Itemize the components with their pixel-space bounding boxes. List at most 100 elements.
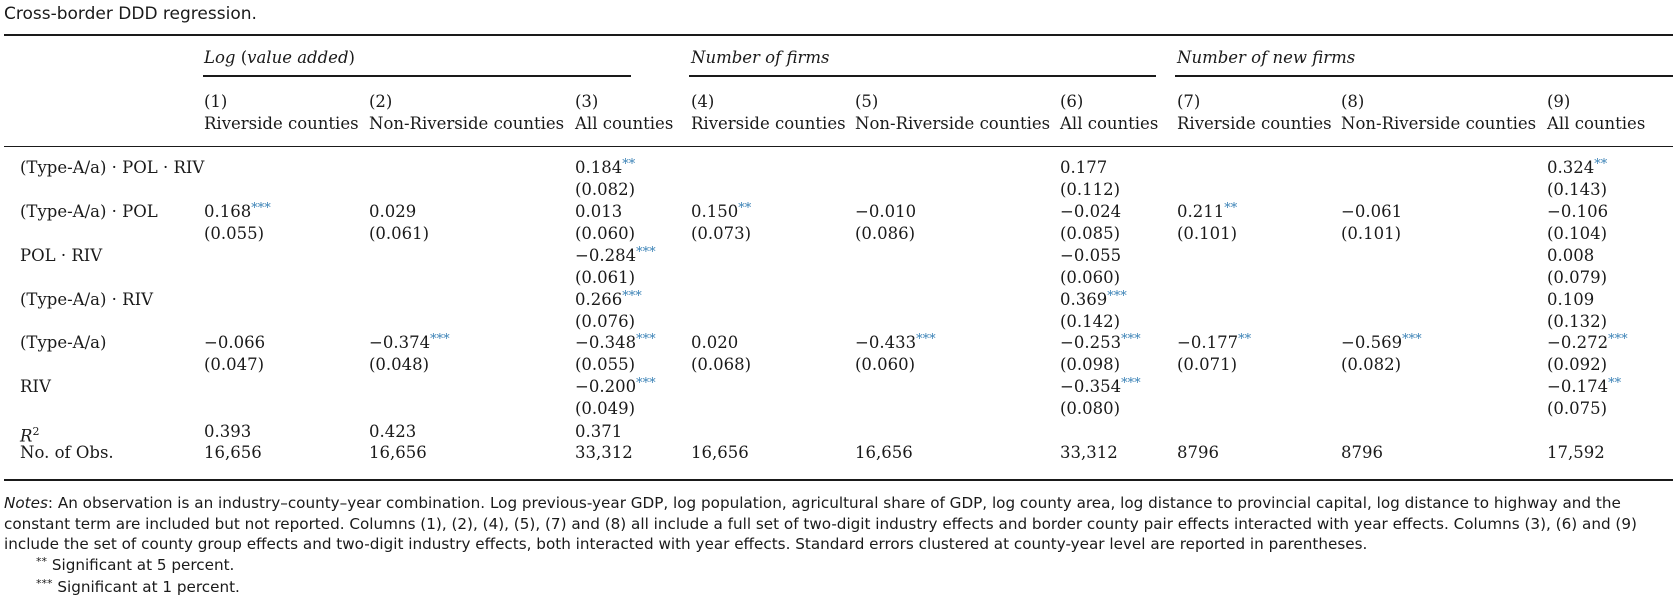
coefficient-value: −0.066	[204, 333, 266, 352]
notes-label: Notes	[4, 494, 48, 512]
significance-stars: ***	[1121, 332, 1141, 347]
standard-error-cell: (0.132)	[1547, 312, 1608, 331]
standard-error-cell: (0.061)	[369, 224, 430, 243]
standard-error-cell: (0.142)	[1060, 312, 1121, 331]
coefficient-value: 0.150	[691, 202, 739, 221]
column-name: Riverside counties	[1177, 114, 1332, 133]
standard-error-cell: (0.101)	[1177, 224, 1238, 243]
standard-error-cell: (0.086)	[855, 224, 916, 243]
column-number: (5)	[855, 92, 879, 111]
standard-error-cell: (0.061)	[575, 268, 636, 287]
header-rule	[4, 146, 1673, 147]
column-name: All counties	[575, 114, 674, 133]
group-header-1-extra-italic: value added	[247, 48, 349, 67]
bottom-rule	[4, 479, 1673, 481]
standard-error-cell: (0.085)	[1060, 224, 1121, 243]
r2-value: 0.393	[204, 422, 252, 441]
nobs-value: 17,592	[1547, 443, 1605, 462]
coefficient-cell: 0.266***	[575, 289, 642, 312]
significance-stars: ***	[1107, 289, 1127, 304]
column-number: (9)	[1547, 92, 1571, 111]
group-rule-1	[203, 75, 631, 77]
significance-stars: **	[1608, 376, 1622, 391]
coefficient-value: −0.061	[1341, 202, 1403, 221]
r2-letter: R	[20, 426, 33, 446]
coefficient-value: −0.354	[1060, 377, 1122, 396]
coefficient-value: 0.184	[575, 158, 623, 177]
r2-label: R2	[20, 422, 39, 447]
coefficient-value: 0.168	[204, 202, 252, 221]
significance-stars: ***	[1402, 332, 1422, 347]
coefficient-cell: −0.374***	[369, 332, 450, 355]
standard-error-cell: (0.082)	[575, 180, 636, 199]
coefficient-value: −0.024	[1060, 202, 1122, 221]
footnote-1pct-mark: ***	[36, 577, 53, 590]
coefficient-cell: −0.010	[855, 202, 916, 222]
standard-error-cell: (0.098)	[1060, 355, 1121, 374]
group-header-1-paren: )	[348, 48, 355, 67]
footnote-1pct-text: Significant at 1 percent.	[52, 578, 240, 596]
nobs-value: 8796	[1177, 443, 1219, 462]
r2-value: 0.423	[369, 422, 417, 441]
standard-error-cell: (0.048)	[369, 355, 430, 374]
group-rule-2	[689, 75, 1156, 77]
standard-error-cell: (0.049)	[575, 399, 636, 418]
coefficient-cell: 0.211**	[1177, 201, 1238, 224]
significance-stars: ***	[430, 332, 450, 347]
coefficient-value: 0.369	[1060, 290, 1108, 309]
coefficient-value: 0.020	[691, 333, 739, 352]
nobs-value: 16,656	[369, 443, 427, 462]
coefficient-value: −0.010	[855, 202, 917, 221]
standard-error-cell: (0.068)	[691, 355, 752, 374]
nobs-value: 8796	[1341, 443, 1383, 462]
coefficient-cell: 0.029	[369, 202, 416, 222]
standard-error-cell: (0.082)	[1341, 355, 1402, 374]
standard-error-cell: (0.060)	[575, 224, 636, 243]
significance-stars: **	[622, 157, 636, 172]
column-name: Non-Riverside counties	[855, 114, 1051, 133]
column-name: Riverside counties	[204, 114, 359, 133]
standard-error-cell: (0.092)	[1547, 355, 1608, 374]
column-number: (7)	[1177, 92, 1201, 111]
row-label: RIV	[20, 377, 51, 396]
coefficient-value: −0.174	[1547, 377, 1609, 396]
coefficient-value: −0.569	[1341, 333, 1403, 352]
nobs-value: 33,312	[1060, 443, 1118, 462]
coefficient-cell: −0.272***	[1547, 332, 1628, 355]
coefficient-value: 0.109	[1547, 290, 1595, 309]
coefficient-cell: −0.253***	[1060, 332, 1141, 355]
row-label: (Type-A/a) · POL	[20, 202, 158, 221]
row-label: (Type-A/a) · RIV	[20, 290, 154, 309]
significance-stars: ***	[636, 332, 656, 347]
column-number: (4)	[691, 92, 715, 111]
significance-stars: ***	[251, 201, 271, 216]
standard-error-cell: (0.076)	[575, 312, 636, 331]
nobs-value: 16,656	[691, 443, 749, 462]
coefficient-cell: −0.055	[1060, 246, 1121, 266]
standard-error-cell: (0.060)	[855, 355, 916, 374]
significance-stars: **	[1224, 201, 1238, 216]
coefficient-cell: −0.061	[1341, 202, 1402, 222]
standard-error-cell: (0.055)	[575, 355, 636, 374]
standard-error-cell: (0.143)	[1547, 180, 1608, 199]
coefficient-cell: 0.020	[691, 333, 738, 353]
coefficient-cell: −0.024	[1060, 202, 1121, 222]
notes-text: : An observation is an industry–county–y…	[4, 494, 1637, 553]
standard-error-cell: (0.080)	[1060, 399, 1121, 418]
coefficient-cell: −0.284***	[575, 245, 656, 268]
nobs-label: No. of Obs.	[20, 443, 114, 462]
standard-error-cell: (0.079)	[1547, 268, 1608, 287]
standard-error-cell: (0.055)	[204, 224, 265, 243]
top-rule	[4, 34, 1673, 36]
coefficient-cell: −0.174**	[1547, 376, 1622, 399]
coefficient-value: 0.266	[575, 290, 623, 309]
coefficient-value: 0.029	[369, 202, 417, 221]
standard-error-cell: (0.060)	[1060, 268, 1121, 287]
coefficient-value: 0.211	[1177, 202, 1225, 221]
coefficient-value: −0.374	[369, 333, 431, 352]
standard-error-cell: (0.101)	[1341, 224, 1402, 243]
column-name: Riverside counties	[691, 114, 846, 133]
nobs-value: 16,656	[855, 443, 913, 462]
standard-error-cell: (0.073)	[691, 224, 752, 243]
nobs-value: 33,312	[575, 443, 633, 462]
